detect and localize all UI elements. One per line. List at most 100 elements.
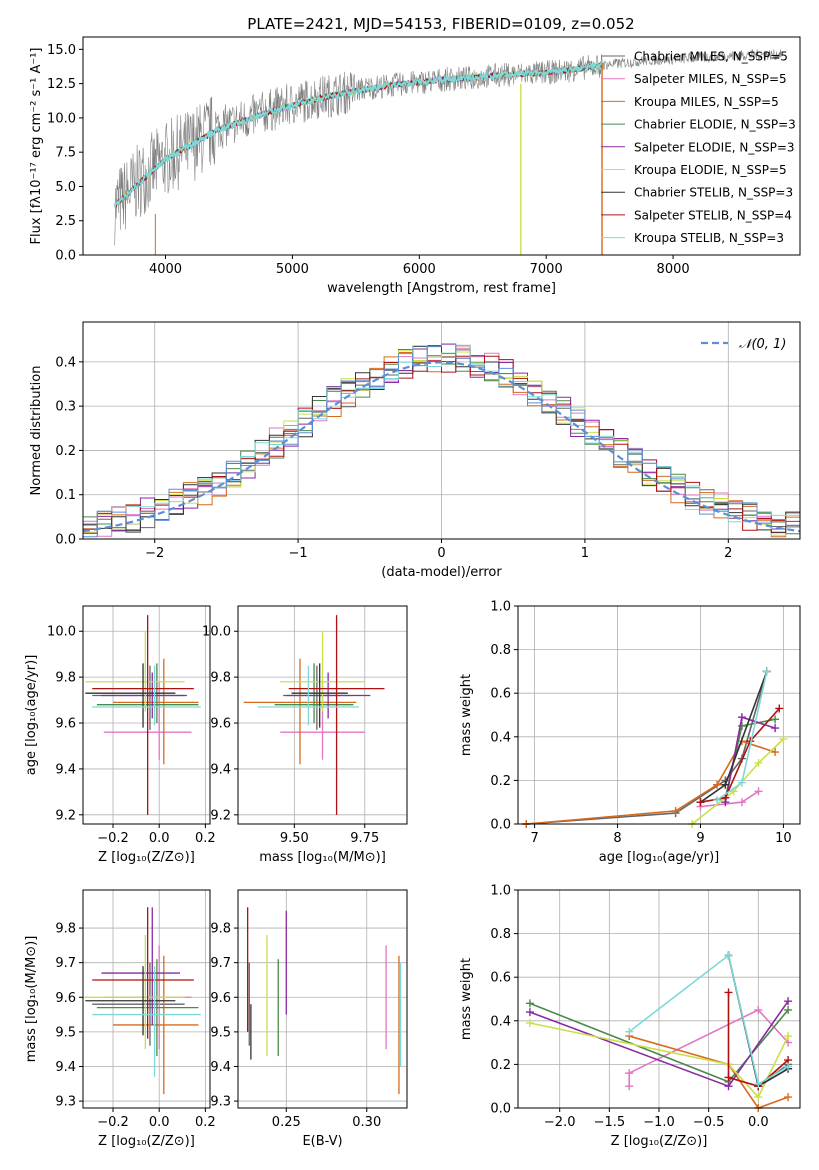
y-tick-label: 12.5 <box>47 77 76 92</box>
x-tick-label: −0.2 <box>97 1115 129 1130</box>
y-tick-label: 9.6 <box>55 991 76 1006</box>
series-line <box>628 1008 789 1087</box>
y-tick-label: 0.2 <box>490 1058 511 1073</box>
y-axis-label: mass weight <box>459 674 474 756</box>
y-tick-label: 0.6 <box>490 687 511 702</box>
x-tick-label: 2 <box>724 546 732 561</box>
errorbars <box>243 615 385 815</box>
x-tick-label: 8000 <box>657 262 690 277</box>
plus-marker <box>754 1080 763 1089</box>
axes-frame <box>517 605 801 825</box>
plus-marker <box>754 787 763 796</box>
x-tick-label: 0.0 <box>149 831 170 846</box>
y-tick-label: 15.0 <box>47 43 76 58</box>
y-tick-label: 9.6 <box>210 991 231 1006</box>
axes-frame <box>82 605 211 825</box>
legend-label: Salpeter ELODIE, N_SSP=3 <box>634 140 795 154</box>
y-tick-label: 0.0 <box>55 249 76 264</box>
y-tick-label: 9.4 <box>210 1060 231 1075</box>
plus-marker <box>721 780 730 789</box>
series-line <box>526 740 776 825</box>
y-axis-label: age [log₁₀(age/yr)] <box>24 655 39 776</box>
x-tick-label: 9.75 <box>350 831 379 846</box>
plus-marker <box>525 999 534 1008</box>
y-tick-label: 0.0 <box>490 818 511 833</box>
x-tick-label: −0.2 <box>97 831 129 846</box>
x-tick-label: 0.0 <box>149 1115 170 1130</box>
panel-6 <box>234 890 407 1112</box>
plus-marker <box>713 796 722 805</box>
x-axis-label: age [log₁₀(age/yr)] <box>599 850 720 865</box>
plus-marker <box>713 780 722 789</box>
plus-marker <box>784 997 793 1006</box>
y-tick-label: 10.0 <box>202 625 231 640</box>
normal-curve <box>82 361 801 533</box>
legend-label: Chabrier MILES, N_SSP=5 <box>634 50 788 64</box>
y-tick-label: 1.0 <box>490 600 511 615</box>
y-tick-label: 9.8 <box>55 671 76 686</box>
x-tick-label: 4000 <box>149 262 182 277</box>
x-tick-label: 8 <box>613 831 621 846</box>
plus-marker <box>775 704 784 713</box>
plus-marker <box>525 1008 534 1017</box>
plus-marker <box>754 758 763 767</box>
legend-label: Salpeter MILES, N_SSP=5 <box>634 72 787 86</box>
plus-marker <box>737 721 746 730</box>
x-tick-label: −0.5 <box>693 1115 725 1130</box>
panel-0 <box>79 48 674 259</box>
legend-label: Salpeter STELIB, N_SSP=4 <box>634 208 792 222</box>
y-tick-label: 0.8 <box>490 927 511 942</box>
errorbars <box>247 907 402 1095</box>
plus-marker <box>779 734 788 743</box>
x-tick-label: −1.0 <box>643 1115 675 1130</box>
y-tick-label: 1.0 <box>490 884 511 899</box>
plus-marker <box>771 724 780 733</box>
panel-2 <box>79 606 210 828</box>
y-axis-label: Normed distribution <box>29 366 44 496</box>
y-tick-label: 0.8 <box>490 643 511 658</box>
x-tick-label: −2 <box>145 546 164 561</box>
errorbars <box>85 615 201 815</box>
y-axis-label: mass weight <box>459 958 474 1040</box>
y-tick-label: 9.3 <box>55 1095 76 1110</box>
plus-marker <box>754 1005 763 1014</box>
y-tick-label: 9.6 <box>55 717 76 732</box>
y-tick-label: 9.5 <box>55 1025 76 1040</box>
plus-marker <box>625 1069 634 1078</box>
x-axis-label: (data-model)/error <box>381 565 502 580</box>
y-tick-label: 5.0 <box>55 180 76 195</box>
axes-frame <box>517 889 801 1109</box>
y-axis-label: Flux [fλ10⁻¹⁷ erg cm⁻² s⁻¹ A⁻¹] <box>29 48 44 245</box>
plus-marker <box>762 667 771 676</box>
x-tick-label: 5000 <box>276 262 309 277</box>
plus-marker <box>784 1062 793 1071</box>
series-line <box>700 707 780 803</box>
y-tick-label: 0.2 <box>490 774 511 789</box>
y-tick-label: 9.8 <box>55 922 76 937</box>
y-tick-label: 0.1 <box>55 488 76 503</box>
x-tick-label: −1.5 <box>594 1115 626 1130</box>
plus-marker <box>671 806 680 815</box>
plus-marker <box>696 798 705 807</box>
plus-marker <box>737 713 746 722</box>
y-tick-label: 9.5 <box>210 1025 231 1040</box>
y-tick-label: 9.2 <box>210 808 231 823</box>
model-spectrum-line <box>114 61 604 208</box>
plus-marker <box>754 1093 763 1102</box>
plus-marker <box>771 748 780 757</box>
x-tick-label: 0.2 <box>195 831 216 846</box>
y-tick-label: 9.7 <box>210 956 231 971</box>
x-axis-label: Z [log₁₀(Z/Z⊙)] <box>611 1134 708 1149</box>
spectrum-lines <box>114 49 782 255</box>
axes-frame <box>237 889 408 1109</box>
x-tick-label: 9.50 <box>280 831 309 846</box>
legend-label: Chabrier ELODIE, N_SSP=3 <box>634 118 796 132</box>
weight-lines <box>522 667 788 828</box>
legend-label: 𝒩(0, 1) <box>739 337 786 352</box>
y-tick-label: 2.5 <box>55 214 76 229</box>
plus-marker <box>724 1082 733 1091</box>
plus-marker <box>724 951 733 960</box>
x-tick-label: −1 <box>289 546 308 561</box>
x-tick-label: 6000 <box>403 262 436 277</box>
